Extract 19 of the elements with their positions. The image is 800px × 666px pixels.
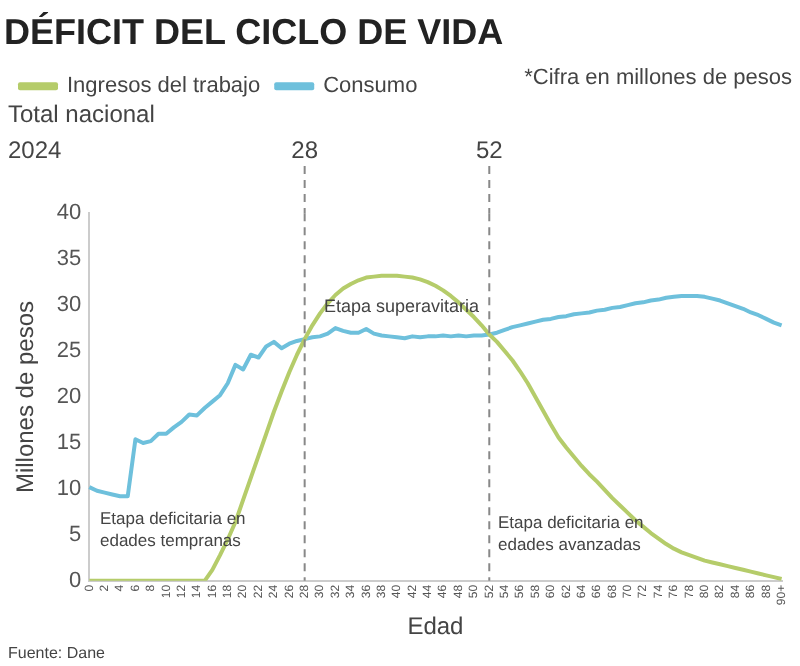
chart-title: DÉFICIT DEL CICLO DE VIDA bbox=[4, 11, 504, 52]
y-tick-label: 30 bbox=[56, 293, 82, 318]
y-axis-title: Millones de pesos bbox=[11, 300, 40, 494]
y-tick-label: 25 bbox=[56, 339, 82, 364]
text: *Cifra en millones de pesos bbox=[524, 66, 793, 90]
ref-line-label: 28 bbox=[291, 136, 319, 164]
y-tick-label: 15 bbox=[56, 431, 82, 456]
x-axis-title: Edad bbox=[407, 612, 464, 641]
y-tick-label: 10 bbox=[56, 477, 82, 501]
y-tick-label: 35 bbox=[56, 247, 82, 272]
source-note: Fuente: Dane bbox=[8, 644, 107, 662]
text: 2024 bbox=[8, 136, 63, 164]
chart-subtitle: Total nacional bbox=[8, 100, 155, 128]
ref-line-label: 52 bbox=[475, 136, 504, 164]
y-tick-label: 20 bbox=[56, 385, 82, 410]
legend-label: Ingresos del trabajo bbox=[67, 74, 261, 99]
y-tick-label: 40 bbox=[56, 201, 82, 226]
y-tick-label: 5 bbox=[69, 522, 82, 547]
legend-label: Consumo bbox=[323, 74, 418, 99]
